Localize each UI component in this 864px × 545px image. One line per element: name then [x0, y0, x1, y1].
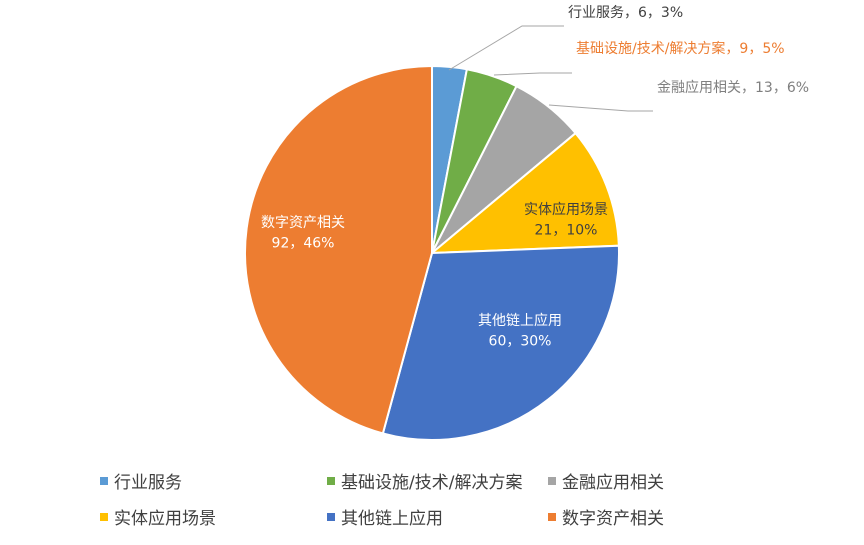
legend-label: 其他链上应用 — [341, 509, 443, 529]
pie-slice-6 — [244, 64, 433, 435]
data-label-4: 实体应用场景 21，10% — [524, 201, 608, 238]
data-label-5: 其他链上应用 60，30% — [478, 312, 562, 349]
legend-swatch — [100, 476, 108, 485]
legend-item-5: 其他链上应用 — [327, 504, 443, 529]
legend-swatch — [327, 512, 335, 521]
legend-label: 数字资产相关 — [562, 509, 664, 529]
legend-item-6: 数字资产相关 — [548, 504, 664, 529]
legend-item-1: 行业服务 — [100, 468, 182, 493]
leader-line-3 — [548, 104, 653, 112]
data-label-1: 行业服务，6，3% — [568, 5, 683, 21]
legend-item-3: 金融应用相关 — [548, 468, 664, 493]
legend-label: 行业服务 — [114, 473, 182, 493]
legend-swatch — [327, 476, 335, 485]
data-label-6: 数字资产相关 92，46% — [261, 215, 345, 251]
data-label-3: 金融应用相关，13，6% — [657, 79, 809, 96]
leader-line-2 — [493, 72, 572, 76]
legend-item-4: 实体应用场景 — [100, 504, 216, 529]
legend-label: 基础设施/技术/解决方案 — [341, 473, 523, 493]
legend-label: 金融应用相关 — [562, 473, 664, 493]
legend-item-2: 基础设施/技术/解决方案 — [327, 468, 522, 493]
legend-swatch — [100, 512, 108, 521]
legend-swatch — [548, 512, 556, 521]
legend-label: 实体应用场景 — [114, 509, 216, 529]
legend-swatch — [548, 476, 556, 485]
pie-slice-5 — [381, 244, 620, 441]
pie-slice-4 — [429, 131, 620, 255]
data-label-2: 基础设施/技术/解决方案，9，5% — [576, 40, 785, 57]
leader-line-1 — [448, 25, 564, 71]
